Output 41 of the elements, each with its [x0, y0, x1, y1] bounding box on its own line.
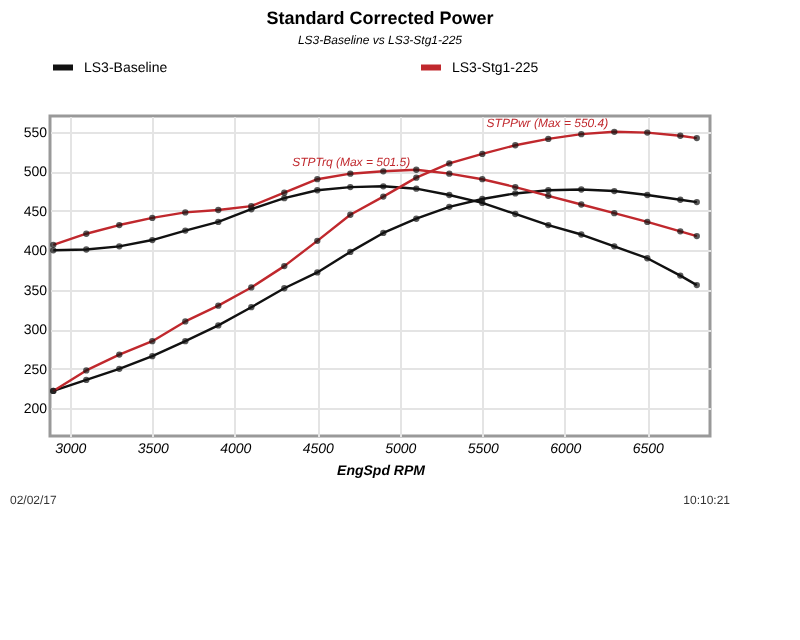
- line-series: [50, 186, 700, 395]
- point: [182, 338, 189, 345]
- point: [281, 195, 288, 202]
- point: [83, 246, 90, 253]
- point: [677, 196, 684, 203]
- point: [116, 365, 123, 372]
- point: [149, 236, 156, 244]
- chart-title: Standard Corrected Power: [266, 8, 495, 28]
- point: [347, 248, 354, 256]
- point: [83, 376, 90, 384]
- point: [215, 218, 222, 226]
- point: [693, 281, 700, 289]
- point: [50, 247, 57, 254]
- point: [248, 304, 255, 311]
- point: [446, 191, 453, 199]
- point: [677, 272, 684, 279]
- point: [182, 227, 189, 234]
- point: [116, 243, 123, 250]
- point: [644, 191, 651, 199]
- point: [578, 186, 585, 193]
- point: [693, 198, 700, 206]
- point: [512, 210, 519, 218]
- point: [314, 187, 321, 194]
- point: [380, 229, 387, 237]
- point: [578, 231, 585, 238]
- point: [413, 185, 420, 192]
- point: [611, 243, 618, 250]
- line-series: [50, 128, 700, 395]
- point: [347, 183, 354, 191]
- point: [512, 190, 519, 197]
- point: [380, 183, 387, 190]
- point: [545, 187, 552, 194]
- point: [545, 221, 552, 229]
- point: [446, 203, 453, 211]
- point: [644, 255, 651, 262]
- point: [611, 187, 618, 195]
- point: [281, 285, 288, 292]
- point: [413, 215, 420, 222]
- point: [314, 269, 321, 276]
- point: [149, 353, 156, 360]
- point: [215, 322, 222, 329]
